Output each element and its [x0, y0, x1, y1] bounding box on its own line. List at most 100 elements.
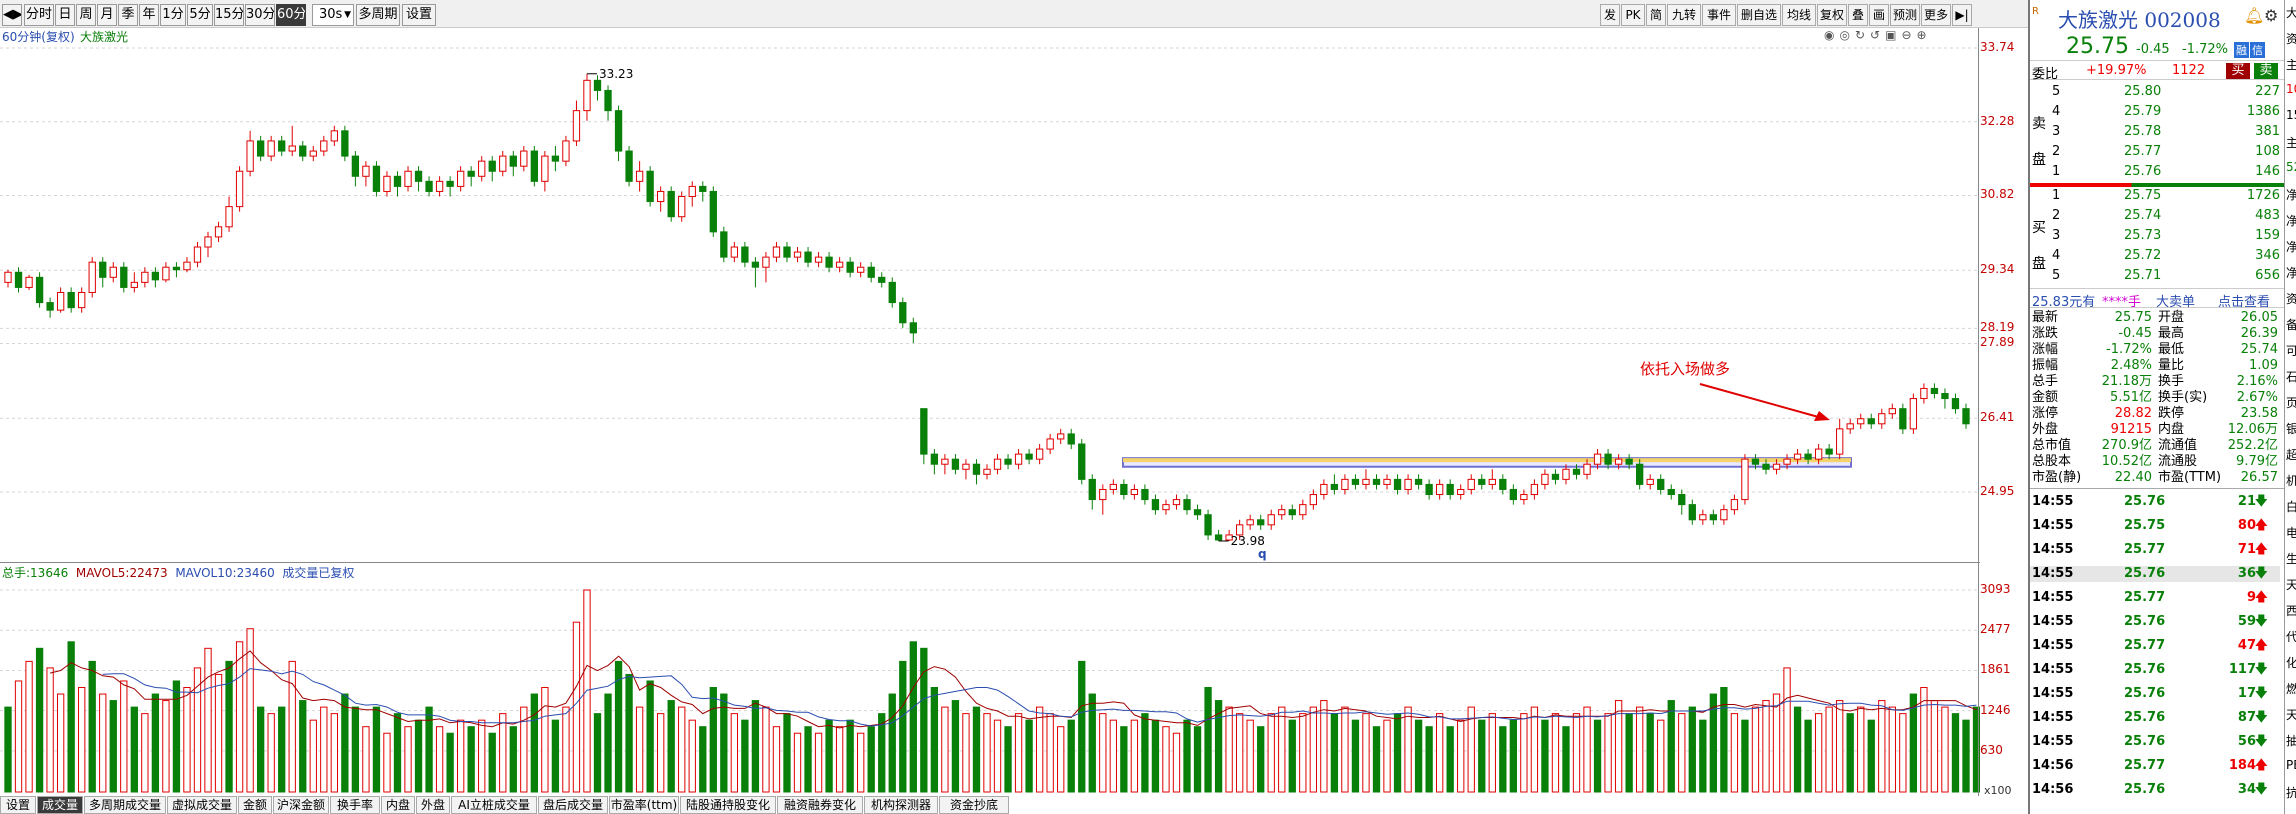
indicator-tab-12[interactable]: 陆股通持股变化 [680, 796, 776, 814]
candle-body [1846, 423, 1854, 430]
tab-7[interactable]: 5分 [187, 4, 213, 26]
indicator-tab-0[interactable]: 设置 [0, 796, 36, 814]
edge-cell: PE [2286, 758, 2296, 772]
tick-row: 14:56 25.77 184 🡅 [2030, 758, 2280, 774]
bid-volume: 1726 [2246, 188, 2280, 203]
tab-0[interactable]: 分时 [24, 4, 54, 26]
candle-body [1478, 478, 1486, 485]
tab-2[interactable]: 周 [76, 4, 96, 26]
plus-icon[interactable]: ⊕ [1916, 28, 1932, 42]
sell-button[interactable]: 卖 [2254, 63, 2278, 79]
right-tool-3[interactable]: 九转 [1667, 4, 1701, 26]
buy-button[interactable]: 买 [2226, 63, 2250, 79]
ask-row[interactable]: 5 25.80 227 [2030, 84, 2280, 100]
bid-row[interactable]: 4 25.72 346 [2030, 248, 2280, 264]
bid-row[interactable]: 1 25.75 1726 [2030, 188, 2280, 204]
volume-bar [78, 687, 86, 793]
tick-volume: 87 [2237, 710, 2256, 725]
minus-icon[interactable]: ⊖ [1901, 28, 1917, 42]
tick-row: 14:55 25.76 87 🡇 [2030, 710, 2280, 726]
volume-bar [1235, 713, 1244, 793]
bid-row[interactable]: 5 25.71 656 [2030, 268, 2280, 284]
right-tool-5[interactable]: 删自选 [1737, 4, 1781, 26]
indicator-tab-3[interactable]: 虚拟成交量 [167, 796, 237, 814]
nav-arrows-button[interactable]: ◀▶ [2, 4, 22, 26]
tab-8[interactable]: 15分 [214, 4, 244, 26]
right-tool-4[interactable]: 事件 [1702, 4, 1736, 26]
indicator-tab-8[interactable]: 外盘 [416, 796, 450, 814]
panel-toggle-button[interactable]: ▶| [1952, 4, 1972, 26]
chart-tools[interactable]: ◉◎↻↺▣⊖⊕ [1824, 28, 1984, 44]
indicator-tab-6[interactable]: 换手率 [330, 796, 380, 814]
right-tool-11[interactable]: 更多 [1921, 4, 1951, 26]
tick-volume: 71 [2237, 542, 2256, 557]
indicator-tab-2[interactable]: 多周期成交量 [84, 796, 166, 814]
lock-icon[interactable]: ▣ [1885, 28, 1902, 42]
volume-bar [741, 719, 749, 793]
right-tool-6[interactable]: 均线 [1782, 4, 1816, 26]
settings-button[interactable]: 设置 [402, 4, 436, 26]
candle-body [1309, 494, 1317, 506]
eye-icon[interactable]: ◉ [1824, 28, 1840, 42]
candle-body [1004, 458, 1012, 465]
right-tool-10[interactable]: 预测 [1890, 4, 1920, 26]
right-tool-8[interactable]: 叠 [1848, 4, 1868, 26]
tab-4[interactable]: 季 [118, 4, 138, 26]
indicator-tab-11[interactable]: 市盈率(ttm) [609, 796, 679, 814]
right-tool-1[interactable]: PK [1621, 4, 1645, 26]
right-tool-7[interactable]: 复权 [1817, 4, 1847, 26]
tab-10[interactable]: 60分 [276, 4, 306, 26]
bell-icon[interactable]: 🔔︎ [2244, 6, 2265, 25]
right-tool-2[interactable]: 简 [1646, 4, 1666, 26]
period-select[interactable]: 30s ▼ [312, 4, 354, 26]
volume-bar [288, 660, 296, 793]
candle-body [1488, 478, 1496, 485]
candlestick-chart[interactable]: 33.23 23.98 依托入场做多 q [0, 40, 1980, 562]
zoom-out-icon[interactable]: ◎ [1839, 28, 1855, 42]
indicator-tab-10[interactable]: 盘后成交量 [538, 796, 608, 814]
volume-bar [1572, 713, 1581, 793]
volume-bar [183, 687, 191, 793]
tick-volume: 17 [2237, 686, 2256, 701]
indicator-tab-15[interactable]: 资金抄底 [939, 796, 1009, 814]
right-tool-0[interactable]: 发 [1600, 4, 1620, 26]
volume-chart[interactable] [0, 578, 1980, 794]
tab-5[interactable]: 年 [139, 4, 159, 26]
indicator-tab-13[interactable]: 融资融券变化 [777, 796, 863, 814]
edge-cell: 超 [2286, 446, 2296, 463]
indicator-tab-1[interactable]: 成交量 [37, 796, 83, 814]
tab-1[interactable]: 日 [55, 4, 75, 26]
candle-body [699, 185, 707, 192]
volume-bar [341, 693, 349, 793]
refresh-icon[interactable]: ↻ [1854, 28, 1871, 42]
tab-3[interactable]: 月 [97, 4, 117, 26]
big-order-row[interactable]: 25.83元有 ****手 大卖单 点击查看 [2030, 288, 2284, 310]
big-order-view[interactable]: 点击查看 [2218, 295, 2271, 310]
indicator-tab-9[interactable]: AI立桩成交量 [451, 796, 537, 814]
stat-row: 总市值 270.9亿 流通值 252.2亿 [2030, 438, 2280, 454]
volume-bar [383, 732, 391, 793]
price-tick-label: 26.41 [1980, 410, 2015, 425]
indicator-tab-5[interactable]: 沪深金额 [273, 796, 329, 814]
volume-bar [1267, 713, 1275, 793]
indicator-tab-4[interactable]: 金额 [238, 796, 272, 814]
volume-bar [972, 706, 981, 793]
bid-row[interactable]: 2 25.74 483 [2030, 208, 2280, 224]
multi-period-button[interactable]: 多周期 [356, 4, 400, 26]
gear-icon[interactable]: ⚙ [2264, 6, 2279, 25]
bid-row[interactable]: 3 25.73 159 [2030, 228, 2280, 244]
stat-label: 量比 [2158, 358, 2185, 373]
back-icon[interactable]: ↺ [1870, 28, 1886, 42]
ask-row[interactable]: 1 25.76 146 [2030, 164, 2280, 180]
indicator-tab-14[interactable]: 机构探测器 [864, 796, 938, 814]
right-tool-9[interactable]: 画 [1869, 4, 1889, 26]
volume-bar [162, 700, 170, 793]
ask-row[interactable]: 4 25.79 1386 [2030, 104, 2280, 120]
ask-row[interactable]: 2 25.77 108 [2030, 144, 2280, 160]
tab-6[interactable]: 1分 [160, 4, 186, 26]
tab-9[interactable]: 30分 [245, 4, 275, 26]
ask-row[interactable]: 3 25.78 381 [2030, 124, 2280, 140]
candle-body [204, 236, 212, 248]
candle-body [1383, 478, 1391, 485]
indicator-tab-7[interactable]: 内盘 [381, 796, 415, 814]
